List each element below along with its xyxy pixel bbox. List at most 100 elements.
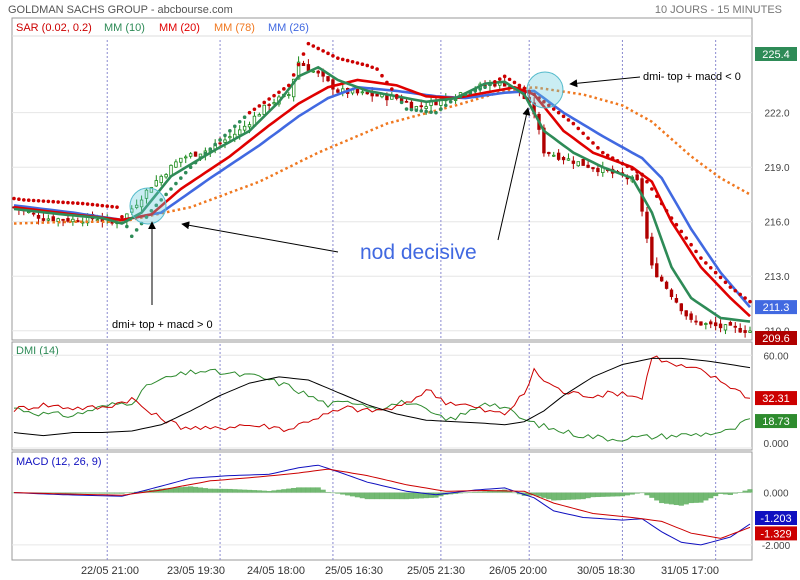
macd-histogram-bar: [423, 492, 429, 499]
macd-histogram-bar: [698, 492, 704, 503]
candle-body: [154, 180, 158, 187]
sar-dot: [488, 82, 492, 87]
candle-body: [709, 321, 713, 325]
sar-dot: [704, 261, 708, 265]
macd-histogram-bar: [629, 492, 635, 495]
candle-body: [36, 214, 41, 219]
sar-dot: [223, 133, 227, 138]
sar-dot: [625, 164, 630, 169]
sar-dot: [144, 215, 149, 219]
macd-histogram-bar: [354, 492, 361, 498]
price-tick-label: 213.0: [764, 272, 789, 283]
candle-body: [689, 313, 693, 320]
x-tick-label: 25/05 16:30: [325, 565, 383, 577]
candle-body: [144, 189, 149, 199]
sar-dot: [115, 205, 119, 209]
sar-dot: [394, 93, 399, 98]
candle-body: [149, 187, 154, 193]
sar-dot: [326, 51, 330, 56]
badge-dmi-minus-bg: [755, 391, 797, 406]
macd-histogram-bar: [94, 492, 101, 494]
candle-body: [704, 323, 708, 325]
candle-body: [134, 204, 139, 208]
macd-histogram-bar: [634, 492, 640, 494]
sar-dot: [605, 153, 610, 158]
sar-dot: [468, 90, 473, 95]
candle-body: [247, 124, 252, 128]
candle-body: [242, 125, 247, 131]
macd-histogram-bar: [197, 487, 204, 493]
macd-histogram-bar: [492, 490, 498, 493]
dmi-panel-title: DMI (14): [16, 345, 59, 357]
sar-dot: [316, 46, 321, 51]
sar-dot: [674, 222, 679, 227]
candle-body: [659, 276, 664, 282]
macd-histogram-bar: [688, 492, 694, 504]
sar-dot: [105, 204, 110, 208]
annotation-center: nod decisive: [360, 241, 477, 264]
candle-body: [355, 89, 360, 94]
candle-body: [743, 330, 747, 333]
candle-body: [650, 236, 654, 266]
macd-histogram-bar: [251, 490, 258, 493]
macd-histogram-bar: [192, 486, 199, 493]
macd-histogram-bar: [222, 488, 228, 493]
candle-body: [434, 101, 438, 106]
sar-dot: [502, 74, 507, 79]
macd-histogram-bar: [384, 492, 390, 500]
sar-dot: [537, 96, 541, 100]
candle-body: [645, 211, 649, 239]
candle-body: [267, 104, 271, 107]
sar-dot: [551, 107, 556, 111]
sar-dot: [385, 80, 389, 85]
badge-mm10-bg: [755, 47, 797, 61]
sar-dot: [355, 61, 360, 65]
badge-dmi-minus: 32.31: [762, 393, 790, 405]
dmi-tick-label: 0.000: [763, 439, 788, 450]
candle-body: [733, 325, 737, 328]
sar-dot: [154, 203, 159, 208]
sar-dot: [571, 121, 576, 126]
sar-dot: [198, 156, 203, 160]
sar-dot: [134, 228, 139, 232]
legend-mm20: MM (20): [159, 22, 200, 34]
candle-body: [404, 100, 409, 103]
macd-histogram-bar: [129, 492, 135, 493]
sar-dot: [532, 92, 536, 97]
sar-dot: [728, 285, 733, 289]
candle-body: [272, 102, 276, 105]
axis-layer: 222.0219.0216.0213.0210.060.000.0000.000…: [81, 47, 797, 577]
sar-dot: [365, 63, 370, 68]
candle-body: [591, 167, 595, 170]
macd-histogram-bar: [708, 492, 714, 499]
sar-dot: [301, 52, 306, 56]
macd-histogram-bar: [654, 492, 660, 501]
macd-histogram-bar: [345, 492, 351, 496]
candle-body: [713, 322, 718, 327]
legend-mm10: MM (10): [104, 22, 145, 34]
sar-dot: [748, 299, 752, 304]
candle-body: [316, 70, 320, 74]
badge-macd-bg: [755, 511, 797, 525]
macd-histogram-bar: [256, 490, 262, 493]
candle-body: [306, 64, 311, 71]
macd-histogram-bar: [124, 492, 130, 494]
sar-dot: [247, 110, 252, 115]
macd-histogram-bar: [722, 492, 729, 495]
sar-dot: [159, 198, 163, 202]
candle-body: [193, 151, 198, 157]
sar-dot: [242, 115, 247, 120]
macd-histogram-bar: [55, 492, 61, 494]
sar-dot: [277, 90, 281, 95]
sar-dot: [306, 41, 311, 46]
macd-histogram-bar: [541, 492, 547, 498]
annotation-right: dmi- top + macd < 0: [643, 71, 741, 83]
price-legend: SAR (0.02, 0.2) MM (10) MM (20) MM (78) …: [16, 22, 309, 34]
macd-histogram-bar: [644, 492, 650, 496]
macd-histogram-bar: [678, 492, 684, 506]
macd-histogram-bar: [75, 492, 81, 494]
sar-dot: [267, 97, 271, 101]
macd-histogram-bar: [418, 492, 424, 499]
candle-body: [664, 281, 669, 289]
sar-dot: [424, 109, 428, 114]
